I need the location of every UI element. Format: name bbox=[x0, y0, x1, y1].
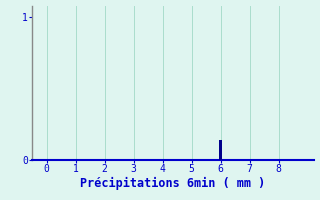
X-axis label: Précipitations 6min ( mm ): Précipitations 6min ( mm ) bbox=[80, 177, 265, 190]
Bar bbox=[219, 140, 222, 160]
